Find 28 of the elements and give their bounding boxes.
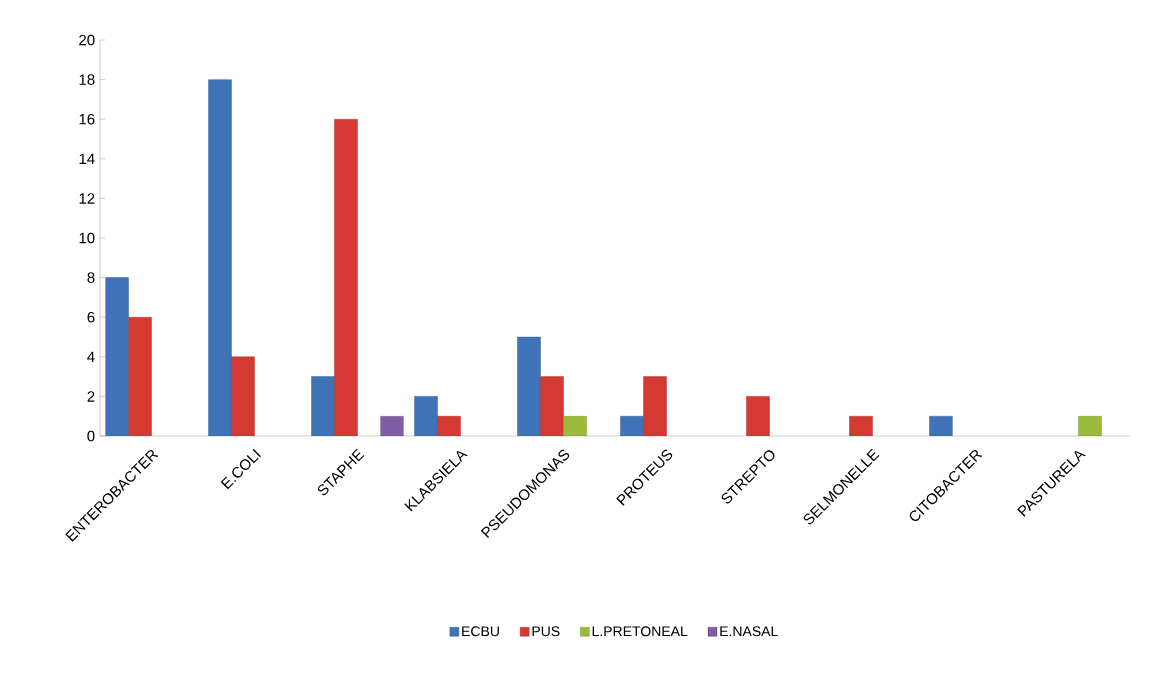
bar xyxy=(311,376,335,436)
y-tick-label: 8 xyxy=(87,272,95,283)
y-tick-label: 2 xyxy=(87,391,95,402)
y-tick-label: 4 xyxy=(87,351,95,362)
bar xyxy=(563,416,587,436)
legend-label: E.NASAL xyxy=(720,626,778,637)
bar xyxy=(334,119,358,436)
legend-label: ECBU xyxy=(462,626,499,637)
y-tick-label: 12 xyxy=(79,193,95,204)
bar xyxy=(540,376,564,436)
bar xyxy=(746,396,770,436)
legend-label: L.PRETONEAL xyxy=(592,626,688,637)
bar xyxy=(105,277,129,436)
bar xyxy=(1078,416,1102,436)
y-tick-label: 6 xyxy=(87,311,95,323)
bar xyxy=(517,336,541,436)
y-tick-label: 18 xyxy=(79,74,95,85)
y-tick-label: 14 xyxy=(79,153,95,164)
bar xyxy=(414,396,438,436)
bar xyxy=(208,79,232,436)
bar xyxy=(128,317,152,436)
y-tick-label: 16 xyxy=(79,113,95,125)
legend-label: PUS xyxy=(532,626,560,637)
y-tick-label: 10 xyxy=(79,232,95,244)
bar xyxy=(231,356,255,436)
y-tick-label: 20 xyxy=(79,34,95,46)
bar xyxy=(643,376,667,436)
y-tick-label: 0 xyxy=(87,430,95,442)
